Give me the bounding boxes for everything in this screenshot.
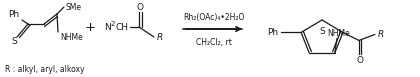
Text: S: S <box>11 36 17 46</box>
Text: CH: CH <box>115 22 128 31</box>
Text: R : alkyl, aryl, alkoxy: R : alkyl, aryl, alkoxy <box>5 66 84 75</box>
Text: CH₂Cl₂, rt: CH₂Cl₂, rt <box>196 37 232 47</box>
Text: R: R <box>378 30 384 39</box>
Text: N: N <box>104 22 111 31</box>
Text: O: O <box>136 2 144 11</box>
Text: Ph: Ph <box>267 28 278 37</box>
Text: +: + <box>84 20 95 33</box>
Text: SMe: SMe <box>66 2 82 11</box>
Text: 2: 2 <box>111 21 116 27</box>
Text: Ph: Ph <box>8 9 19 18</box>
Text: NHMe: NHMe <box>328 29 350 38</box>
Text: O: O <box>357 56 363 65</box>
Text: Rh₂(OAc)₄•2H₂O: Rh₂(OAc)₄•2H₂O <box>183 12 245 21</box>
Text: R: R <box>157 32 163 42</box>
Text: NHMe: NHMe <box>60 32 83 42</box>
Text: S: S <box>319 27 325 36</box>
